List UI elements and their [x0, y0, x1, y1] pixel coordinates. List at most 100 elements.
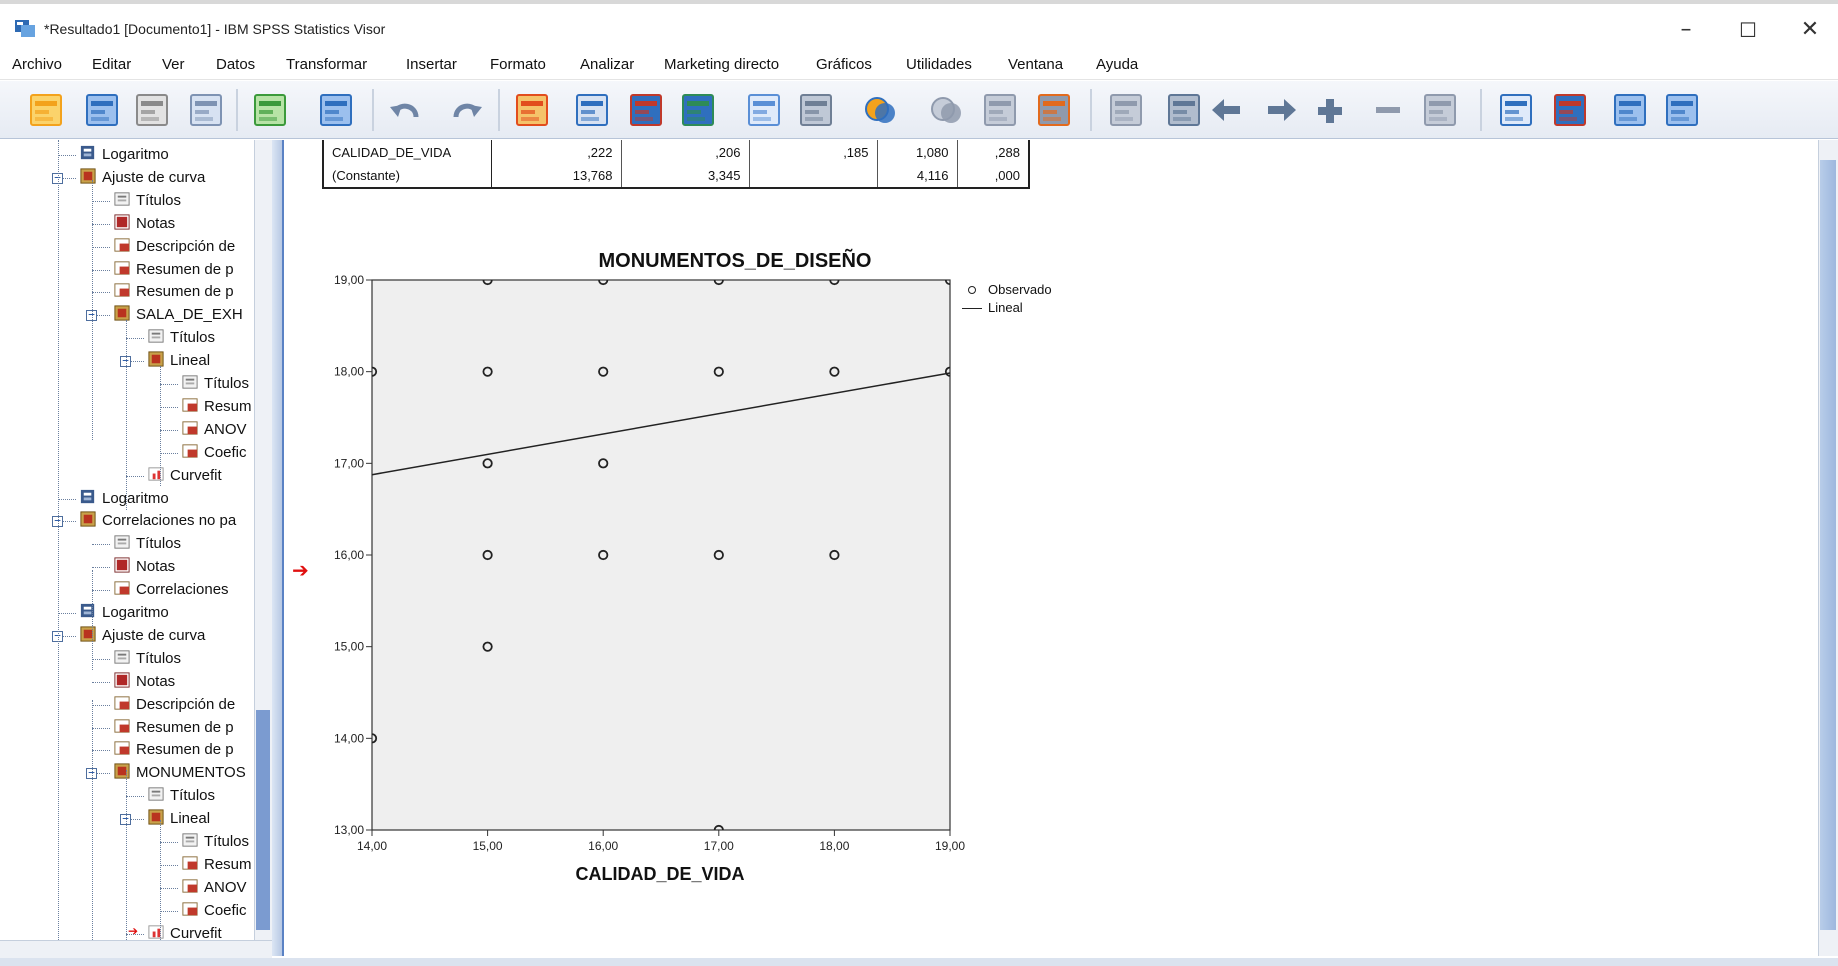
- outline-item[interactable]: Resumen de p: [112, 717, 234, 739]
- outline-item[interactable]: Resum: [180, 396, 252, 418]
- table-cell: 4,116: [876, 164, 957, 189]
- outline-horizontal-scrollbar[interactable]: [0, 940, 272, 958]
- collapse-icon[interactable]: [1368, 91, 1408, 129]
- recall-dialog-icon[interactable]: [316, 91, 356, 129]
- close-button[interactable]: ✕: [1800, 17, 1820, 42]
- expand-icon[interactable]: [1310, 91, 1350, 129]
- show-all-icon[interactable]: [1034, 91, 1074, 129]
- collapse-toggle-icon[interactable]: −: [86, 309, 97, 322]
- outline-item[interactable]: Curvefit: [146, 465, 222, 487]
- hide-icon[interactable]: [1106, 91, 1146, 129]
- menu-insertar[interactable]: Insertar: [406, 56, 457, 73]
- variables-icon[interactable]: [626, 91, 666, 129]
- outline-item[interactable]: SALA_DE_EXH: [112, 304, 243, 326]
- outline-item[interactable]: Notas: [112, 556, 175, 578]
- outline-item[interactable]: ANOV: [180, 419, 247, 441]
- insert-title-icon[interactable]: [1610, 91, 1650, 129]
- menu-transformar[interactable]: Transformar: [286, 56, 368, 73]
- coefficients-table[interactable]: CALIDAD_DE_VIDA ,222 ,206 ,185 1,080 ,28…: [322, 140, 1030, 189]
- collapse-toggle-icon[interactable]: −: [52, 515, 63, 528]
- show-icon[interactable]: [1420, 91, 1460, 129]
- export-icon[interactable]: [250, 91, 290, 129]
- outline-item[interactable]: Descripción de: [112, 694, 235, 716]
- goto-case-icon[interactable]: [572, 91, 612, 129]
- menu-ventana[interactable]: Ventana: [1008, 56, 1064, 73]
- outline-item[interactable]: Correlaciones: [112, 579, 229, 601]
- select-cases-icon[interactable]: [678, 91, 718, 129]
- outline-item[interactable]: Notas: [112, 213, 175, 235]
- demote-icon[interactable]: [1262, 91, 1302, 129]
- outline-item[interactable]: Títulos: [112, 648, 181, 670]
- outline-item[interactable]: Logaritmo: [78, 488, 169, 510]
- outline-item[interactable]: Coefic: [180, 900, 247, 922]
- outline-item[interactable]: Curvefit: [146, 923, 222, 945]
- outline-pane[interactable]: Logaritmo Ajuste de curva − Títulos Notas Des…: [0, 140, 272, 956]
- outline-item[interactable]: Resumen de p: [112, 739, 234, 761]
- menu-ayuda[interactable]: Ayuda: [1096, 56, 1139, 73]
- open-icon[interactable]: [26, 91, 66, 129]
- outline-item[interactable]: Resum: [180, 854, 252, 876]
- menu-editar[interactable]: Editar: [92, 56, 132, 73]
- outline-item[interactable]: ANOV: [180, 877, 247, 899]
- undo-icon[interactable]: [386, 91, 426, 129]
- menu-formato[interactable]: Formato: [490, 56, 546, 73]
- promote-icon[interactable]: [1206, 91, 1246, 129]
- table-icon: [180, 396, 200, 414]
- collapse-toggle-icon[interactable]: −: [120, 355, 131, 368]
- menu-utilidades[interactable]: Utilidades: [906, 56, 972, 73]
- menu-analizar[interactable]: Analizar: [580, 56, 635, 73]
- outline-item[interactable]: Logaritmo: [78, 602, 169, 624]
- print-icon[interactable]: [132, 91, 172, 129]
- outline-item[interactable]: Coefic: [180, 442, 247, 464]
- print-preview-icon[interactable]: [186, 91, 226, 129]
- insert-heading-icon[interactable]: [1550, 91, 1590, 129]
- outline-scroll-thumb[interactable]: [256, 710, 270, 930]
- redo-icon[interactable]: [446, 91, 486, 129]
- save-icon[interactable]: [82, 91, 122, 129]
- hide-output-icon[interactable]: [1496, 91, 1536, 129]
- maximize-button[interactable]: ☐: [1739, 18, 1757, 42]
- outline-item[interactable]: Resumen de p: [112, 259, 234, 281]
- collapse-toggle-icon[interactable]: −: [86, 767, 97, 780]
- insert-output-icon[interactable]: [1164, 91, 1204, 129]
- collapse-toggle-icon[interactable]: −: [52, 172, 63, 184]
- menu-marketing-directo[interactable]: Marketing directo: [664, 56, 780, 73]
- outline-item[interactable]: Ajuste de curva: [78, 625, 205, 647]
- outline-item[interactable]: Ajuste de curva: [78, 167, 205, 189]
- use-sets-icon[interactable]: [926, 91, 966, 129]
- outline-item[interactable]: Títulos: [112, 190, 181, 212]
- outline-item[interactable]: Logaritmo: [78, 144, 169, 166]
- value-labels-icon[interactable]: [860, 91, 900, 129]
- collapse-toggle-icon[interactable]: −: [52, 630, 63, 642]
- outline-item[interactable]: Lineal: [146, 350, 210, 372]
- menu-archivo[interactable]: Archivo: [12, 56, 63, 73]
- spss-app-icon[interactable]: [14, 18, 36, 38]
- menu-gráficos[interactable]: Gráficos: [816, 56, 872, 73]
- outline-item[interactable]: Títulos: [146, 327, 215, 349]
- split-file-icon[interactable]: [744, 91, 784, 129]
- toolbar-separator: [498, 89, 500, 131]
- minimize-button[interactable]: –: [1680, 17, 1692, 42]
- outline-item[interactable]: Títulos: [146, 785, 215, 807]
- menu-ver[interactable]: Ver: [162, 56, 185, 73]
- tree-connector: [126, 361, 144, 363]
- curvefit-chart[interactable]: 13,00 14,00 15,00 16,00 17,00 18,00 19,00 14,00…: [300, 270, 1000, 860]
- menu-datos[interactable]: Datos: [216, 56, 256, 73]
- outline-item[interactable]: Títulos: [180, 373, 249, 395]
- weight-cases-icon[interactable]: [796, 91, 836, 129]
- outline-item[interactable]: Descripción de: [112, 236, 235, 258]
- outline-item[interactable]: MONUMENTOS: [112, 762, 246, 784]
- designate-window-icon[interactable]: [980, 91, 1020, 129]
- outline-item[interactable]: Correlaciones no pa: [78, 510, 236, 532]
- content-scroll-thumb[interactable]: [1820, 160, 1836, 930]
- goto-data-icon[interactable]: [512, 91, 552, 129]
- outline-item[interactable]: Resumen de p: [112, 281, 234, 303]
- outline-item[interactable]: Títulos: [180, 831, 249, 853]
- tree-connector: [160, 864, 178, 866]
- pane-splitter[interactable]: [272, 140, 284, 956]
- outline-item[interactable]: Títulos: [112, 533, 181, 555]
- insert-text-icon[interactable]: [1662, 91, 1702, 129]
- outline-item[interactable]: Lineal: [146, 808, 210, 830]
- outline-item[interactable]: Notas: [112, 671, 175, 693]
- collapse-toggle-icon[interactable]: −: [120, 813, 131, 826]
